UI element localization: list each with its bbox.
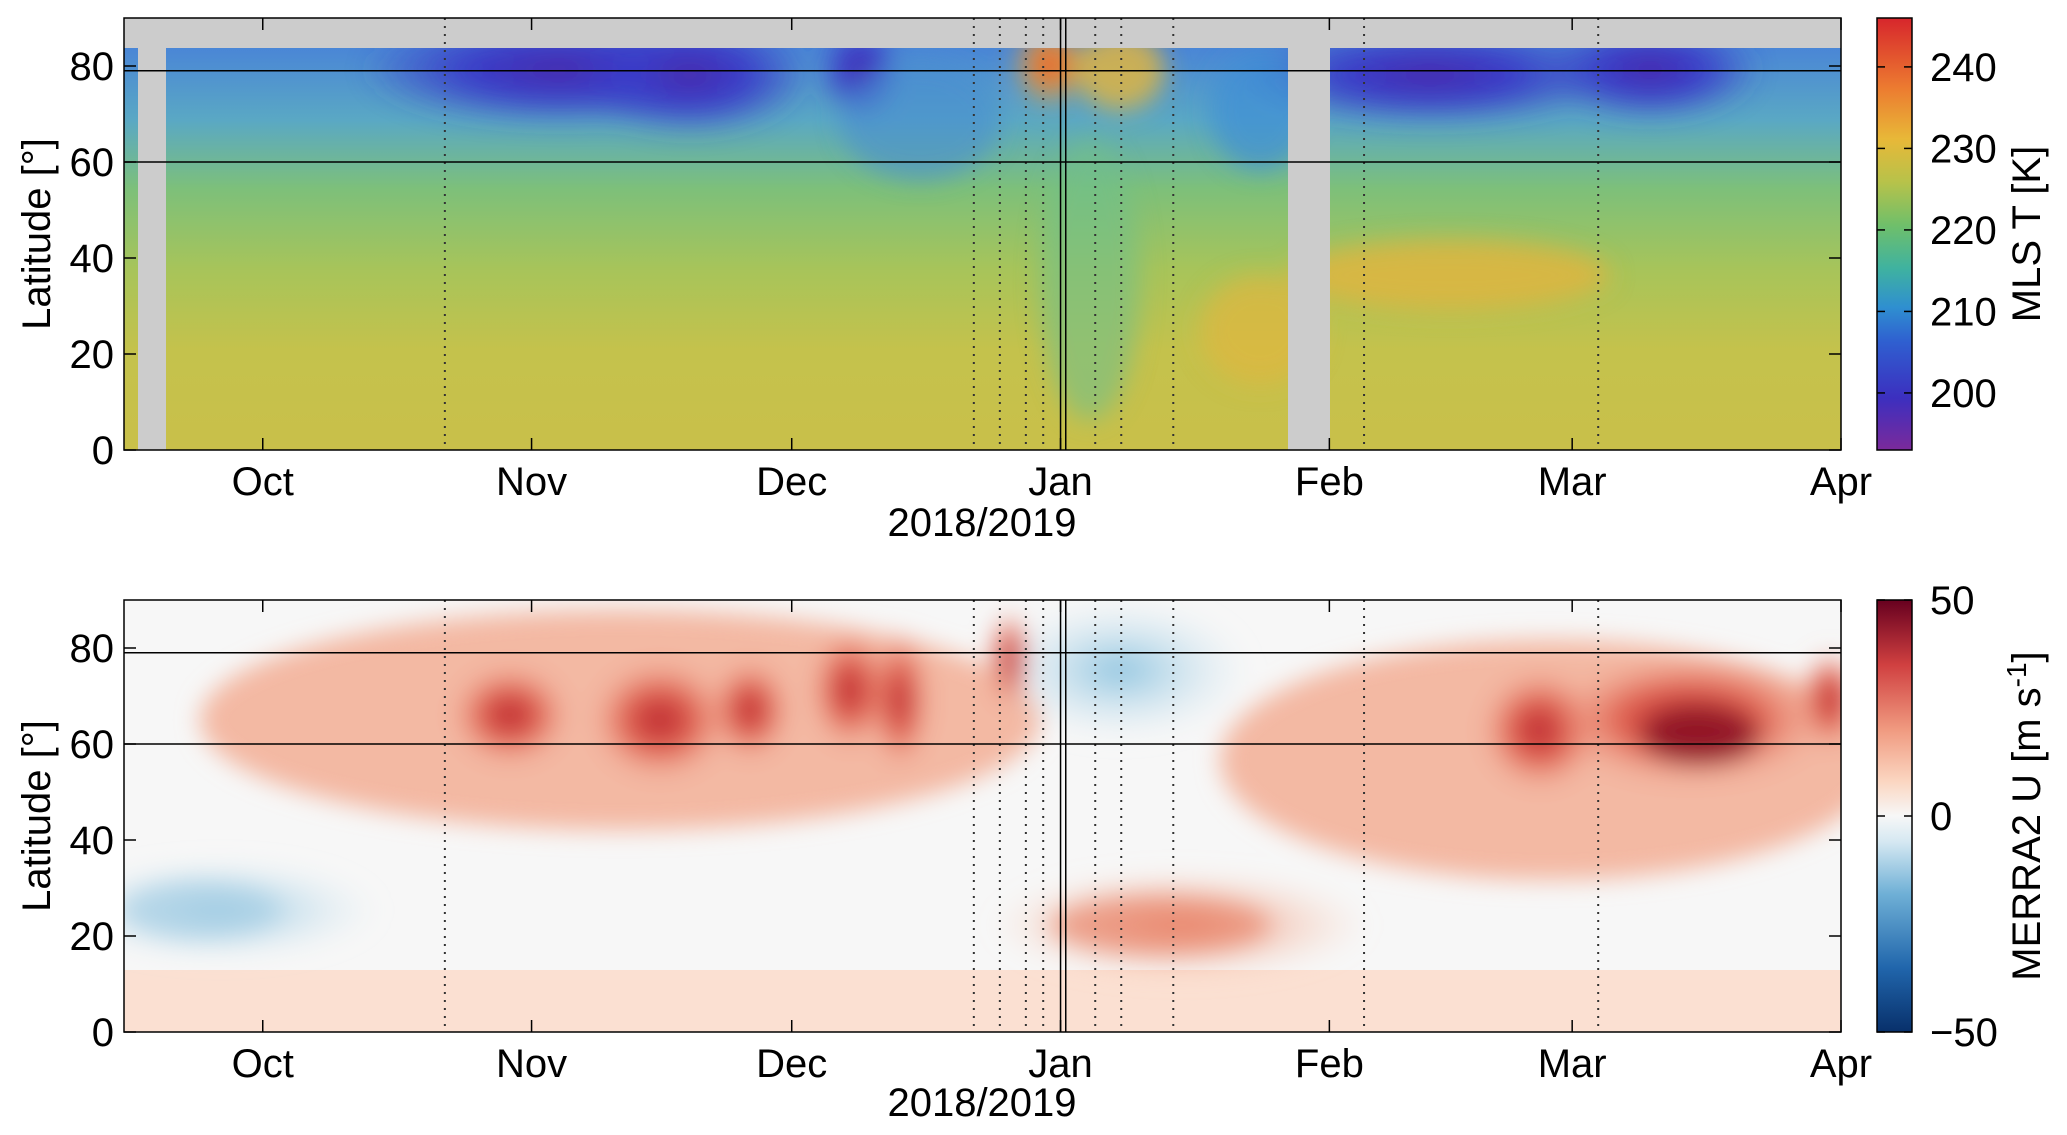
westerly-core-apr	[1800, 650, 1841, 750]
subtropical-core-jan	[1050, 895, 1270, 955]
colorbar-2-ticks: −50 0 50	[1877, 579, 1998, 1055]
data-top-gray	[124, 18, 1841, 48]
colorbar-tick-label-220: 220	[1930, 209, 1997, 253]
colorbar-1-ramp	[1876, 17, 1913, 451]
vertical-lines-panel-1	[443, 18, 1600, 450]
cool-band-dec	[840, 60, 1000, 180]
x-tick-label-oct: Oct	[232, 460, 294, 504]
colorbar-tick-label-210: 210	[1930, 290, 1997, 334]
y-tick-label-0: 0	[92, 1011, 114, 1055]
y-axis-panel-2: 0 20 40 60 80	[70, 627, 1841, 1055]
y-axis-panel-1: 0 20 40 60 80	[70, 45, 1841, 473]
colorbar-tick-label-200: 200	[1930, 372, 1997, 416]
y-tick-label-80: 80	[70, 627, 115, 671]
x-axis-label-panel-2: 2018/2019	[887, 1081, 1076, 1125]
colorbar-tick-label-0: 0	[1930, 795, 1952, 839]
y-axis-label-panel-2: Latitude [°]	[15, 720, 59, 912]
wind-field	[124, 600, 1841, 1032]
y-tick-label-20: 20	[70, 333, 115, 377]
colorbar-2-label-base: MERRA2 U [m s	[2005, 687, 2049, 980]
westerly-core-mid-nov	[590, 660, 730, 780]
colorbar-1-ticks: 200 210 220 230 240	[1877, 46, 1997, 416]
x-tick-label-apr: Apr	[1810, 460, 1872, 504]
x-tick-label-mar: Mar	[1538, 1042, 1607, 1086]
y-tick-label-80: 80	[70, 45, 115, 89]
colorbar-2-label-exponent: -1	[2001, 662, 2032, 687]
x-axis-label-panel-1: 2018/2019	[887, 501, 1076, 545]
horizontal-lines-panel-1	[124, 70, 1841, 163]
cool-jan-highlat	[1210, 50, 1310, 170]
y-tick-label-0: 0	[92, 429, 114, 473]
temperature-field	[124, 18, 1841, 450]
y-tick-label-40: 40	[70, 237, 115, 281]
y-tick-label-40: 40	[70, 819, 115, 863]
x-tick-label-feb: Feb	[1295, 1042, 1364, 1086]
cool-tongue-jan	[1040, 140, 1140, 420]
wind-low-lat-band	[124, 970, 1841, 1032]
x-tick-label-mar: Mar	[1538, 460, 1607, 504]
x-axis-panel-2: Oct Nov Dec Jan Feb Mar Apr	[232, 600, 1872, 1086]
x-tick-label-jan: Jan	[1028, 1042, 1093, 1086]
colorbar-2-label-end: ]	[2005, 651, 2049, 662]
data-gap-early	[138, 48, 166, 450]
colorbar-1-label: MLS T [K]	[2005, 146, 2049, 322]
warm-midlat-feb	[1290, 240, 1610, 310]
x-tick-label-apr: Apr	[1810, 1042, 1872, 1086]
westerly-core-nov	[450, 665, 570, 765]
easterly-region-jan	[990, 600, 1250, 740]
westerly-core-mid-dec	[870, 630, 930, 770]
y-tick-label-20: 20	[70, 915, 115, 959]
panel-1-frame	[123, 17, 1842, 451]
y-tick-label-60: 60	[70, 141, 115, 185]
westerly-core-dec	[810, 630, 890, 750]
x-tick-label-nov: Nov	[496, 1042, 567, 1086]
colorbar-tick-label-240: 240	[1930, 46, 1997, 90]
x-tick-label-oct: Oct	[232, 1042, 294, 1086]
westerly-max-mar	[1640, 705, 1760, 765]
colorbar-tick-label--50: −50	[1930, 1011, 1998, 1055]
colorbar-tick-label-50: 50	[1930, 579, 1975, 623]
colorbar-2-label: MERRA2 U [m s-1]	[2001, 651, 2049, 980]
x-tick-label-jan: Jan	[1028, 460, 1093, 504]
x-tick-label-nov: Nov	[496, 460, 567, 504]
x-tick-label-dec: Dec	[756, 1042, 827, 1086]
data-gap-late-jan	[1288, 48, 1330, 450]
colorbar-wind: −50 0 50 MERRA2 U [m s-1]	[1876, 579, 2049, 1055]
x-axis-panel-1: Oct Nov Dec Jan Feb Mar Apr	[232, 18, 1872, 504]
colorbar-temperature: 200 210 220 230 240 MLS T [K]	[1876, 17, 2049, 451]
vertical-lines-panel-2	[443, 600, 1600, 1032]
y-tick-label-60: 60	[70, 723, 115, 767]
cold-region-feb	[1240, 25, 1620, 125]
panel-temperature: Oct Nov Dec Jan Feb Mar Apr 0 20 40 60 80 2018/201…	[15, 17, 1872, 545]
x-tick-label-dec: Dec	[756, 460, 827, 504]
horizontal-lines-panel-2	[124, 652, 1841, 745]
y-axis-label-panel-1: Latitude [°]	[15, 138, 59, 330]
colorbar-tick-label-230: 230	[1930, 127, 1997, 171]
x-tick-label-feb: Feb	[1295, 460, 1364, 504]
panel-2-frame	[123, 599, 1842, 1033]
westerly-core-late-nov	[710, 660, 790, 760]
easterly-low-lat-oct-core	[124, 880, 280, 940]
warming-early-jan	[1075, 30, 1165, 110]
panel-wind: Oct Nov Dec Jan Feb Mar Apr 0 20 40 60 80 2018/201…	[15, 599, 1872, 1125]
